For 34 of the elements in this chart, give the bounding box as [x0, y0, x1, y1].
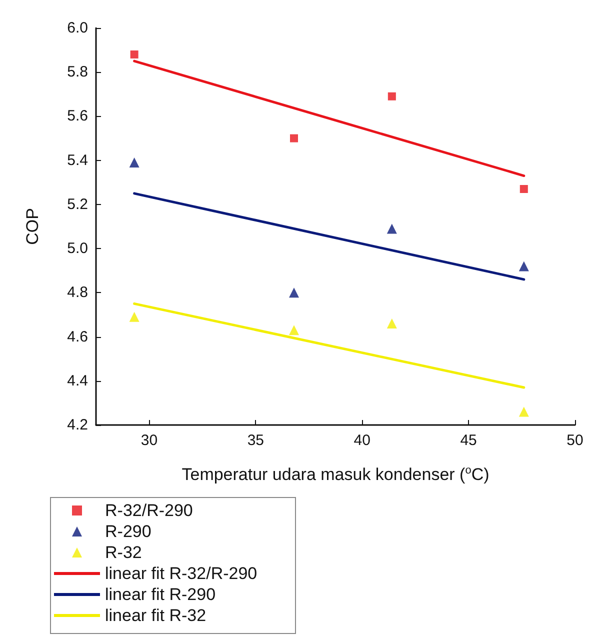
- point: [388, 92, 396, 100]
- point: [130, 50, 138, 58]
- x-tick-label: 45: [460, 432, 477, 449]
- y-tick-label: 6.0: [67, 20, 88, 36]
- point: [290, 134, 298, 142]
- y-tick-label: 4.6: [67, 328, 88, 346]
- x-tick-label: 30: [140, 432, 158, 449]
- y-tick-label: 5.4: [67, 152, 88, 169]
- x-tick-label: 40: [354, 432, 370, 449]
- y-tick-label: 4.8: [67, 284, 88, 302]
- legend-label: linear fit R-32/R-290: [105, 564, 258, 583]
- y-tick-label: 5.8: [67, 64, 88, 81]
- point: [386, 318, 397, 329]
- legend-label: R-32/R-290: [105, 501, 193, 520]
- y-tick-label: 4.4: [67, 372, 88, 390]
- point: [129, 158, 140, 168]
- y-axis-title: COP: [23, 208, 42, 245]
- point: [386, 224, 397, 234]
- point: [520, 185, 528, 194]
- y-tick-label: 4.2: [67, 416, 88, 434]
- y-tick-label: 5.0: [67, 240, 88, 258]
- point: [288, 325, 299, 336]
- legend-label: linear fit R-32: [105, 606, 206, 625]
- point: [288, 288, 299, 298]
- x-tick-label: 50: [566, 432, 584, 449]
- legend-label: R-290: [105, 522, 152, 541]
- legend-label: linear fit R-290: [105, 585, 216, 604]
- y-tick-label: 5.6: [67, 108, 88, 125]
- y-tick-label: 5.2: [67, 196, 88, 213]
- x-tick-label: 35: [247, 432, 264, 449]
- point: [518, 261, 529, 272]
- point: [129, 312, 140, 322]
- legend-label: R-32: [105, 543, 142, 562]
- point: [518, 406, 529, 417]
